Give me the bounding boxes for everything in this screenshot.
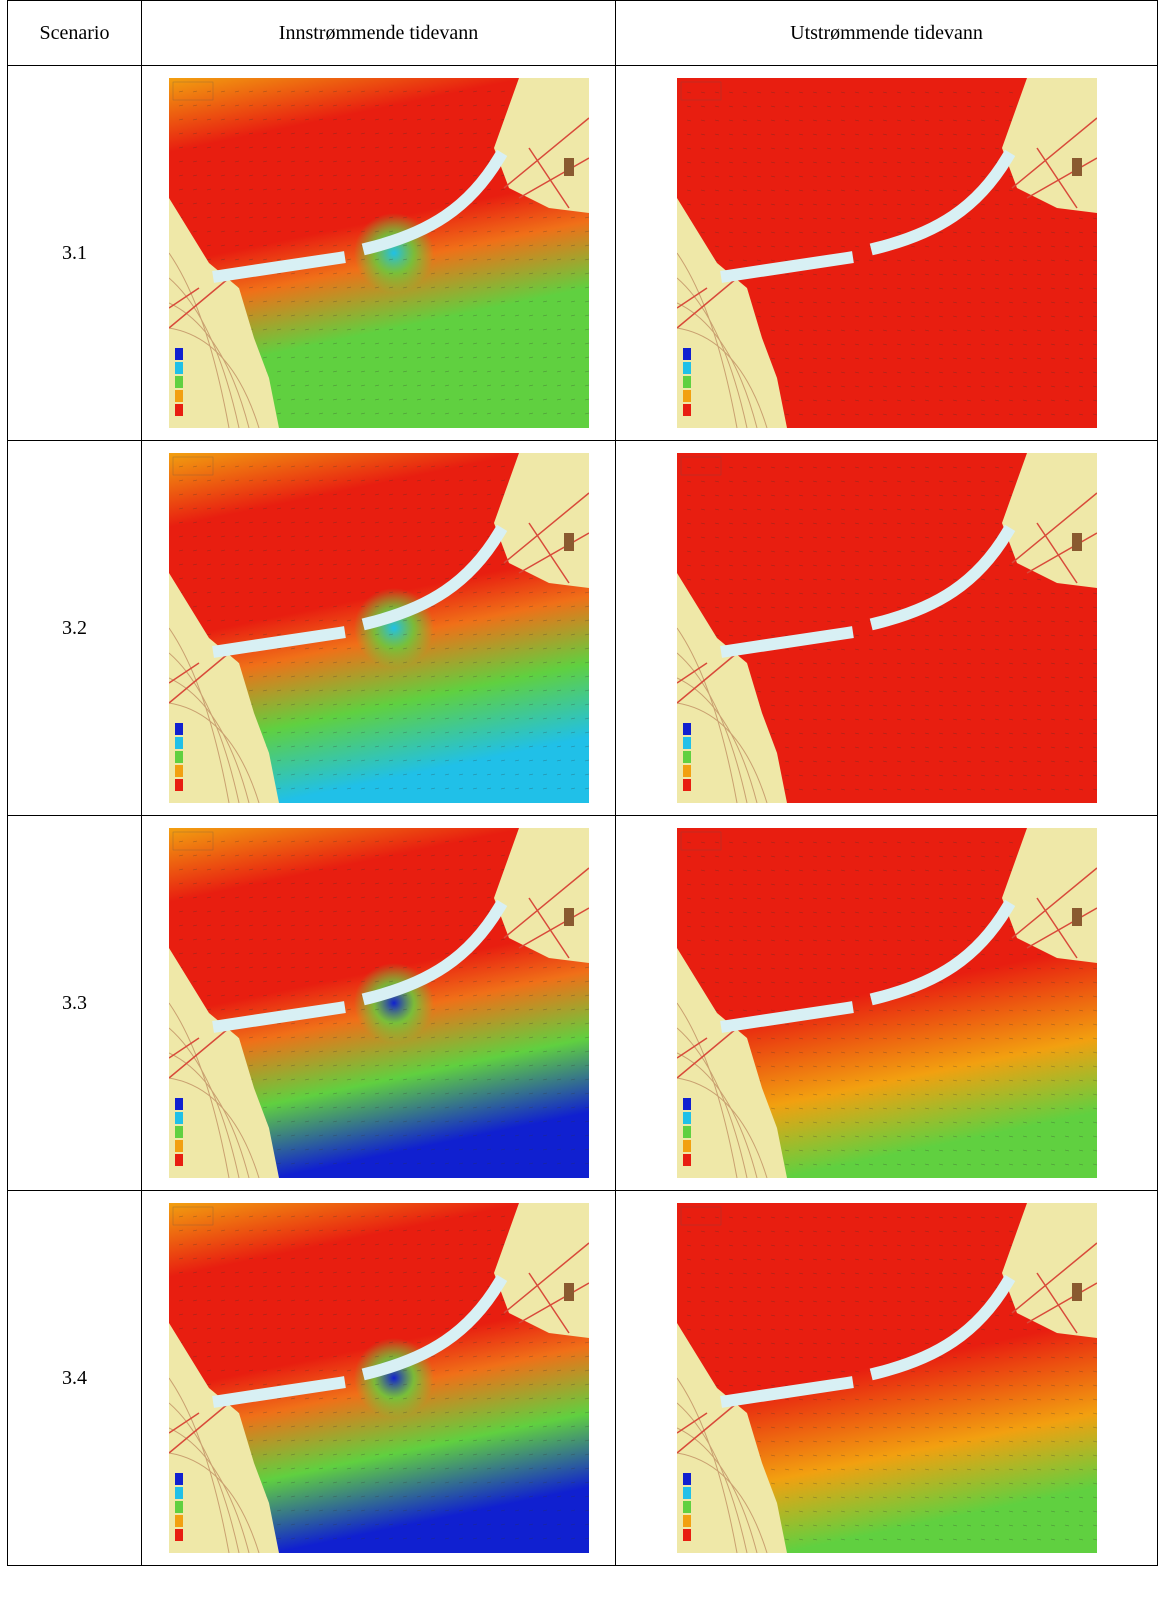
outflow-map-cell xyxy=(615,440,1158,816)
inflow-current-map xyxy=(168,1203,589,1553)
outflow-map-cell xyxy=(615,815,1158,1191)
inflow-map-cell xyxy=(141,440,616,816)
inflow-map-cell xyxy=(141,815,616,1191)
table-row: 3.4 xyxy=(7,1190,1158,1566)
outflow-map-cell xyxy=(615,65,1158,441)
table-row: 3.1 xyxy=(7,65,1158,441)
outflow-current-map xyxy=(676,78,1097,428)
outflow-current-map xyxy=(676,1203,1097,1553)
table-row: 3.2 xyxy=(7,440,1158,816)
scenario-label: 3.4 xyxy=(7,1190,142,1566)
scenario-table: Scenario Innstrømmende tidevann Utstrømm… xyxy=(7,0,1158,1566)
header-scenario: Scenario xyxy=(7,0,142,66)
outflow-map-cell xyxy=(615,1190,1158,1566)
outflow-current-map xyxy=(676,828,1097,1178)
inflow-current-map xyxy=(168,78,589,428)
inflow-current-map xyxy=(168,453,589,803)
inflow-current-map xyxy=(168,828,589,1178)
table-row: 3.3 xyxy=(7,815,1158,1191)
inflow-map-cell xyxy=(141,65,616,441)
scenario-label: 3.1 xyxy=(7,65,142,441)
outflow-current-map xyxy=(676,453,1097,803)
scenario-label: 3.3 xyxy=(7,815,142,1191)
scenario-label: 3.2 xyxy=(7,440,142,816)
header-outflow: Utstrømmende tidevann xyxy=(615,0,1158,66)
header-inflow: Innstrømmende tidevann xyxy=(141,0,616,66)
inflow-map-cell xyxy=(141,1190,616,1566)
